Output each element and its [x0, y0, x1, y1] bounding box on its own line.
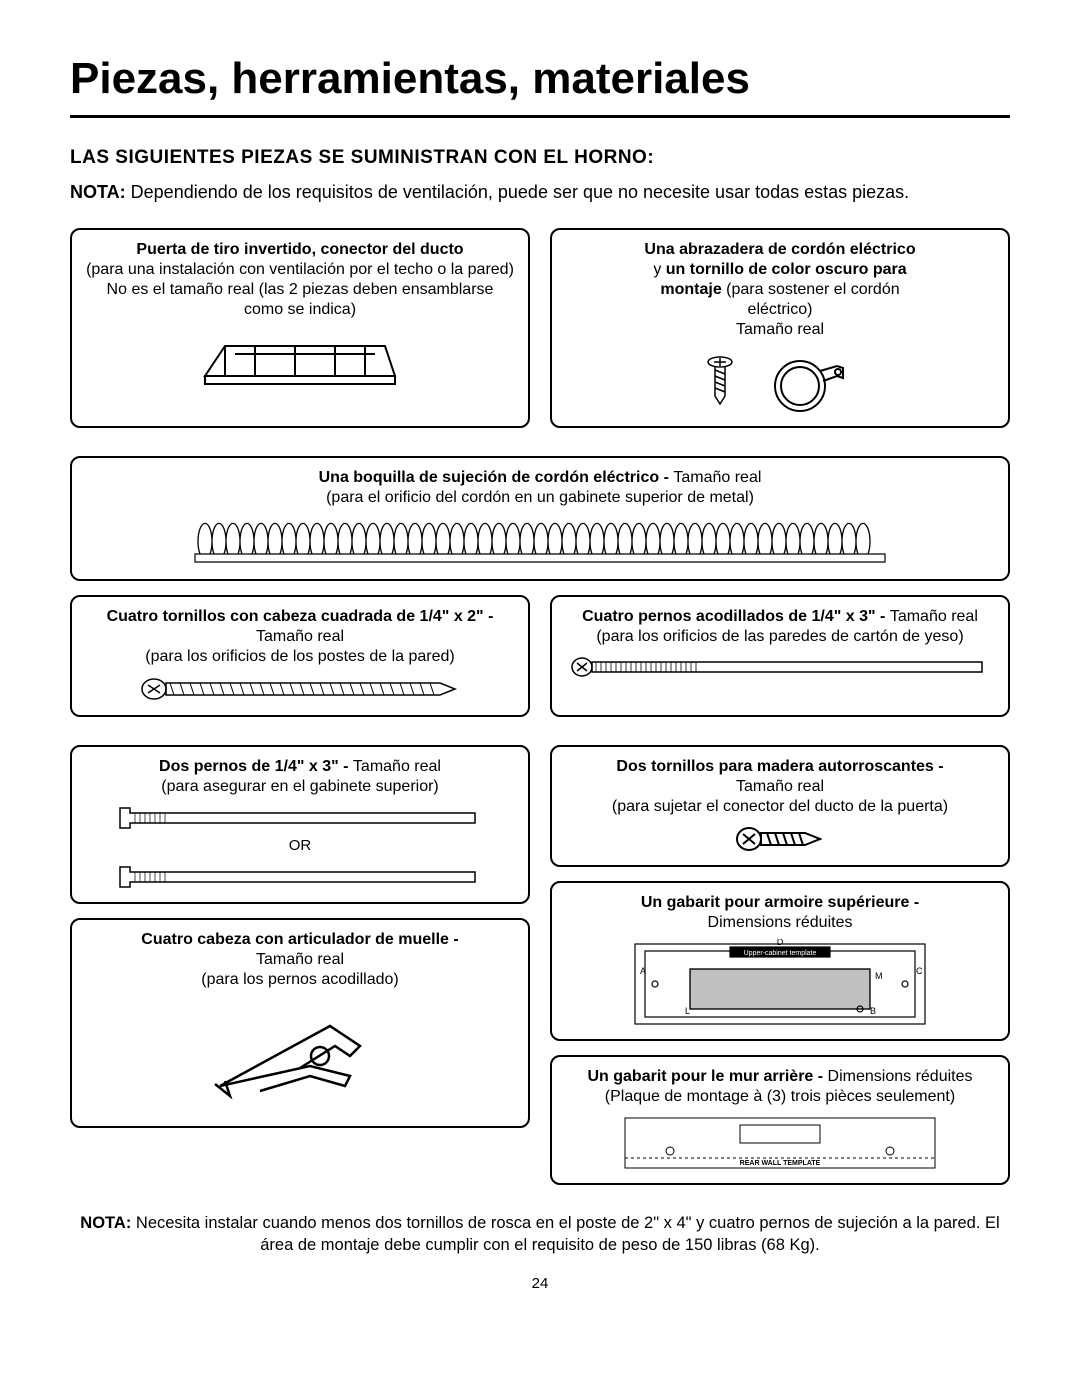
box-toggle-bolts: Cuatro pernos acodillados de 1/4" x 3" -… — [550, 595, 1010, 717]
box4-title: Cuatro tornillos con cabeza cuadrada de … — [107, 608, 494, 625]
box8-title: Un gabarit pour armoire supérieure - — [641, 894, 919, 911]
square-screw-icon — [86, 673, 514, 705]
box-upper-template: Un gabarit pour armoire supérieure - Dim… — [550, 881, 1010, 1041]
box7-line1: (para sujetar el conector del ducto de l… — [566, 797, 994, 817]
box7-title: Dos tornillos para madera autorroscantes… — [616, 758, 943, 775]
spring-head-icon — [86, 996, 514, 1106]
row-3: Cuatro tornillos con cabeza cuadrada de … — [70, 595, 1010, 731]
box4-line1: (para los orificios de los postes de la … — [86, 647, 514, 667]
bolt1-icon — [86, 803, 514, 833]
box6-line1: (para asegurar en el gabinete superior) — [86, 777, 514, 797]
box-bushing: Una boquilla de sujeción de cordón eléct… — [70, 456, 1010, 581]
box8-line1: Dimensions réduites — [566, 913, 994, 933]
box3-title2: Tamaño real — [673, 469, 761, 486]
upper-template-icon: Upper-cabinet template D A C M L B — [566, 939, 994, 1029]
nota-top: NOTA: Dependiendo de los requisitos de v… — [70, 181, 1010, 204]
wood-screw-icon — [566, 823, 994, 855]
subtitle: LAS SIGUIENTES PIEZAS SE SUMINISTRAN CON… — [70, 146, 1010, 171]
upper-template-label: Upper-cabinet template — [744, 950, 817, 957]
box6-title: Dos pernos de 1/4" x 3" - — [159, 758, 353, 775]
svg-text:D: D — [777, 939, 784, 947]
box2-title: Una abrazadera de cordón eléctrico — [644, 241, 915, 258]
box5-title2: Tamaño real — [890, 608, 978, 625]
box9-line1: (para los pernos acodillado) — [86, 970, 514, 990]
box4-title2: Tamaño real — [86, 627, 514, 647]
box2-line3: eléctrico) — [566, 300, 994, 320]
page-title: Piezas, herramientas, materiales — [70, 50, 1010, 118]
rear-template-label: REAR WALL TEMPLATE — [740, 1160, 821, 1167]
box-square-screws: Cuatro tornillos con cabeza cuadrada de … — [70, 595, 530, 717]
damper-door-icon — [86, 326, 514, 396]
box-rear-template: Un gabarit pour le mur arrière - Dimensi… — [550, 1055, 1010, 1185]
rear-template-icon: REAR WALL TEMPLATE — [566, 1113, 994, 1173]
bushing-icon — [86, 514, 994, 569]
box1-line2: No es el tamaño real (las 2 piezas deben… — [86, 280, 514, 300]
svg-text:B: B — [870, 1006, 876, 1016]
left-col: Dos pernos de 1/4" x 3" - Tamaño real (p… — [70, 745, 530, 1142]
box2-line4: Tamaño real — [566, 320, 994, 340]
box2-line2c: (para sostener el cordón — [722, 281, 900, 298]
box5-title: Cuatro pernos acodillados de 1/4" x 3" - — [582, 608, 890, 625]
svg-text:L: L — [685, 1006, 690, 1016]
box10-title2: Dimensions réduites — [828, 1068, 973, 1085]
box6-title2: Tamaño real — [353, 758, 441, 775]
box-damper-door: Puerta de tiro invertido, conector del d… — [70, 228, 530, 428]
footer-nota: NOTA: Necesita instalar cuando menos dos… — [70, 1213, 1010, 1256]
right-col: Dos tornillos para madera autorroscantes… — [550, 745, 1010, 1199]
box10-line1: (Plaque de montage à (3) trois pièces se… — [566, 1087, 994, 1107]
box9-title2: Tamaño real — [86, 950, 514, 970]
box9-title: Cuatro cabeza con articulador de muelle … — [141, 931, 458, 948]
nota-rest: Dependiendo de los requisitos de ventila… — [126, 182, 910, 202]
box2-line2b: montaje — [660, 281, 721, 298]
box-spring-heads: Cuatro cabeza con articulador de muelle … — [70, 918, 530, 1128]
box1-line1: (para una instalación con ventilación po… — [86, 260, 514, 280]
box5-line1: (para los orificios de las paredes de ca… — [566, 627, 994, 647]
box-wood-screws: Dos tornillos para madera autorroscantes… — [550, 745, 1010, 867]
box-cord-clamp: Una abrazadera de cordón eléctrico y un … — [550, 228, 1010, 428]
toggle-bolt-icon — [566, 653, 994, 681]
footer-bold: NOTA: — [80, 1214, 131, 1232]
box-two-bolts: Dos pernos de 1/4" x 3" - Tamaño real (p… — [70, 745, 530, 904]
or-text: OR — [86, 837, 514, 856]
svg-text:M: M — [875, 971, 883, 981]
box2-line1a: y — [653, 261, 665, 278]
box3-line1: (para el orificio del cordón en un gabin… — [86, 488, 994, 508]
row-1: Puerta de tiro invertido, conector del d… — [70, 228, 1010, 442]
svg-text:A: A — [640, 966, 646, 976]
box2-line1b: un tornillo de color oscuro para — [666, 261, 907, 278]
footer-rest: Necesita instalar cuando menos dos torni… — [131, 1214, 999, 1253]
box3-title: Una boquilla de sujeción de cordón eléct… — [319, 469, 674, 486]
box1-line3: como se indica) — [86, 300, 514, 320]
page-number: 24 — [70, 1274, 1010, 1294]
row-4: Dos pernos de 1/4" x 3" - Tamaño real (p… — [70, 745, 1010, 1199]
svg-text:C: C — [916, 966, 923, 976]
box1-title: Puerta de tiro invertido, conector del d… — [136, 241, 463, 258]
box7-title2: Tamaño real — [566, 777, 994, 797]
clamp-screw-icon — [566, 346, 994, 416]
box10-title: Un gabarit pour le mur arrière - — [587, 1068, 827, 1085]
nota-bold: NOTA: — [70, 182, 126, 202]
bolt2-icon — [86, 862, 514, 892]
